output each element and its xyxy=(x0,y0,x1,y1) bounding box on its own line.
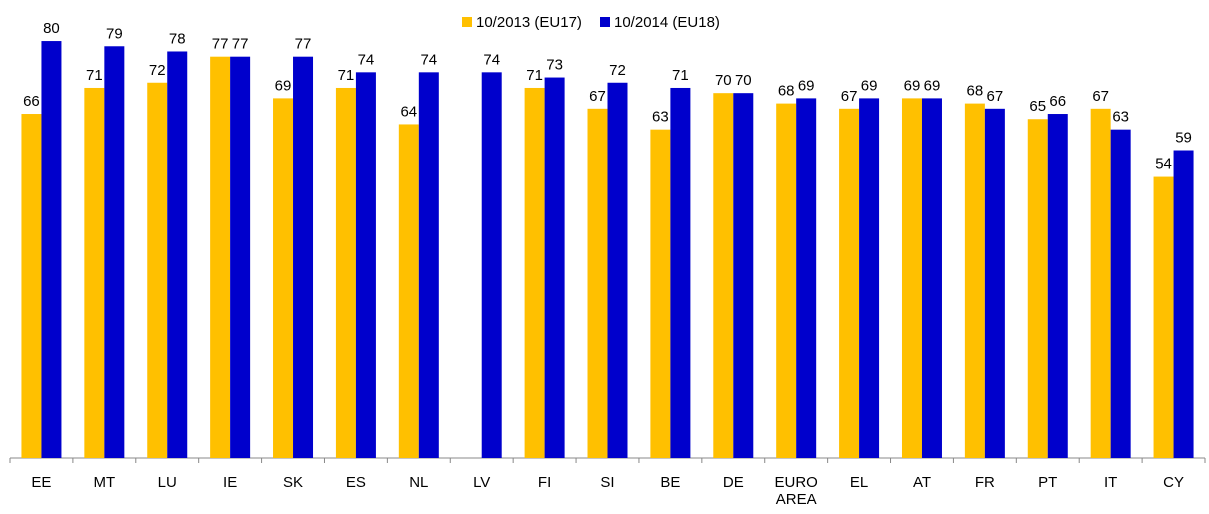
bar xyxy=(41,41,62,458)
value-label: 71 xyxy=(338,67,355,84)
legend-label: 10/2013 (EU17) xyxy=(476,14,582,31)
bar xyxy=(1173,150,1194,458)
x-tick-label: DE xyxy=(722,474,744,491)
bar xyxy=(167,51,188,458)
value-label: 74 xyxy=(420,51,437,68)
bar xyxy=(901,98,922,458)
bar xyxy=(796,98,817,458)
legend-swatch xyxy=(462,17,472,27)
value-label: 77 xyxy=(295,36,312,53)
x-tick-label: SK xyxy=(283,474,304,491)
value-label: 71 xyxy=(672,67,689,84)
bar xyxy=(293,56,314,458)
bar xyxy=(21,114,42,458)
bar xyxy=(964,103,985,458)
bar xyxy=(1090,108,1111,458)
x-tick-label: LU xyxy=(157,474,177,491)
bar xyxy=(230,56,251,458)
bar xyxy=(587,108,608,458)
x-tick-label: IT xyxy=(1103,474,1118,491)
value-label: 67 xyxy=(1092,88,1109,105)
value-label: 69 xyxy=(904,77,921,94)
bar xyxy=(355,72,376,459)
bar xyxy=(839,108,860,458)
x-tick-label: BE xyxy=(660,474,681,491)
bar xyxy=(713,93,734,459)
value-label: 73 xyxy=(546,57,563,74)
bar xyxy=(733,93,754,459)
x-tick-label: EE xyxy=(31,474,52,491)
bar xyxy=(335,87,356,458)
value-label: 74 xyxy=(483,51,500,68)
bar xyxy=(84,87,105,458)
x-tick-label: CY xyxy=(1163,474,1184,491)
value-label: 66 xyxy=(23,93,40,110)
bar xyxy=(524,87,545,458)
bar xyxy=(1047,114,1068,458)
value-label: 68 xyxy=(778,83,795,100)
value-label: 69 xyxy=(924,77,941,94)
x-tick-label: MT xyxy=(93,474,116,491)
x-tick-label: ES xyxy=(345,474,366,491)
bar xyxy=(418,72,439,459)
bar xyxy=(859,98,880,458)
bar xyxy=(481,72,502,459)
legend-label: 10/2014 (EU18) xyxy=(614,14,720,31)
bar xyxy=(607,82,628,459)
value-label: 72 xyxy=(609,62,626,79)
value-label: 67 xyxy=(589,88,606,105)
value-label: 71 xyxy=(86,67,103,84)
value-label: 74 xyxy=(358,51,375,68)
bar xyxy=(1027,119,1048,458)
x-tick-label: LV xyxy=(473,474,491,491)
bar xyxy=(398,124,419,459)
bar xyxy=(1110,129,1131,459)
x-tick-label: FR xyxy=(974,474,995,491)
bar xyxy=(544,77,565,459)
bar xyxy=(921,98,942,458)
bar xyxy=(984,108,1005,458)
value-label: 69 xyxy=(798,77,815,94)
value-label: 79 xyxy=(106,25,123,42)
bar xyxy=(210,56,231,458)
x-tick-label: AT xyxy=(912,474,931,491)
x-tick-label: FI xyxy=(537,474,552,491)
value-label: 66 xyxy=(1049,93,1066,110)
bar xyxy=(776,103,797,458)
value-label: 69 xyxy=(275,77,292,94)
x-tick-label: SI xyxy=(600,474,615,491)
value-label: 69 xyxy=(861,77,878,94)
value-label: 77 xyxy=(232,36,249,53)
x-tick-label: EL xyxy=(849,474,869,491)
value-label: 70 xyxy=(735,72,752,89)
bar xyxy=(104,46,125,458)
value-label: 64 xyxy=(400,103,417,120)
bar xyxy=(273,98,294,458)
x-tick-label: NL xyxy=(409,474,429,491)
bar xyxy=(147,82,168,459)
value-label: 80 xyxy=(43,20,60,37)
value-label: 77 xyxy=(212,36,229,53)
value-label: 71 xyxy=(526,67,543,84)
value-label: 67 xyxy=(841,88,858,105)
value-label: 54 xyxy=(1155,156,1172,173)
value-label: 65 xyxy=(1029,98,1046,115)
value-label: 78 xyxy=(169,30,186,47)
value-label: 63 xyxy=(1112,109,1129,126)
bar xyxy=(650,129,671,459)
value-label: 72 xyxy=(149,62,166,79)
value-label: 70 xyxy=(715,72,732,89)
legend-swatch xyxy=(600,17,610,27)
bar xyxy=(1153,176,1174,459)
value-label: 68 xyxy=(967,83,984,100)
value-label: 59 xyxy=(1175,130,1192,147)
x-tick-label: PT xyxy=(1038,474,1058,491)
value-label: 67 xyxy=(987,88,1004,105)
value-label: 63 xyxy=(652,109,669,126)
x-tick-label: IE xyxy=(223,474,238,491)
x-tick-label: EURO AREA xyxy=(774,474,818,508)
bar xyxy=(670,87,691,458)
